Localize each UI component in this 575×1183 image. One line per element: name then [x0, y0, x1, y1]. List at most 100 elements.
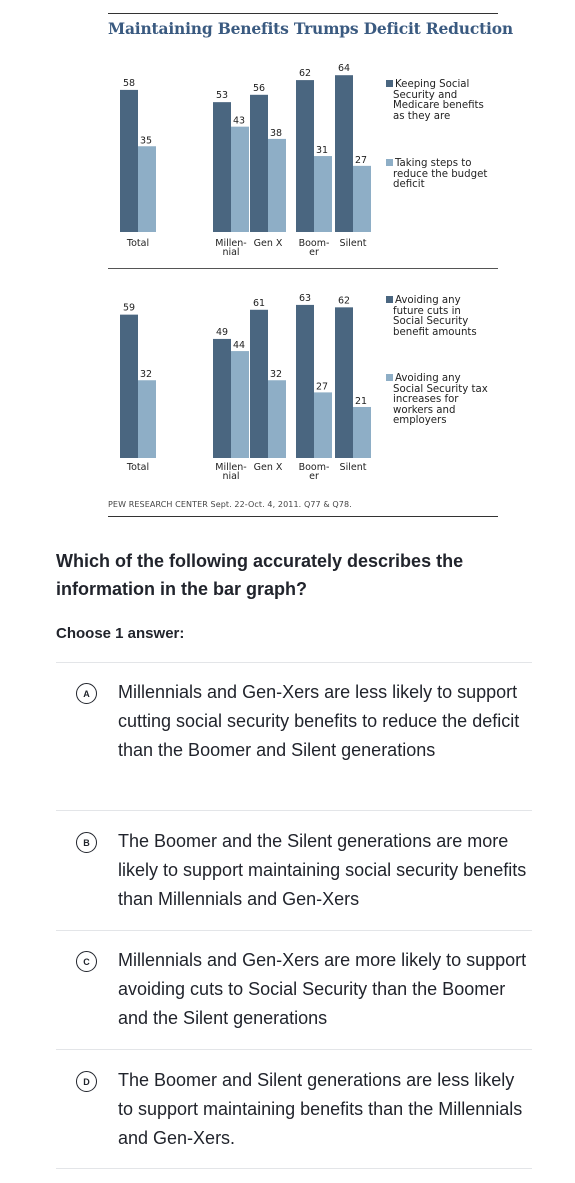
legend-line: Avoiding any [386, 295, 488, 307]
legend-line: employers [386, 415, 488, 427]
legend-swatch [386, 374, 393, 381]
option-a-letter: A [76, 683, 97, 704]
legend-line: Social Security tax [386, 384, 488, 396]
legend-line: Security and [386, 89, 487, 102]
bar-light [231, 351, 249, 458]
bar-graph-figure: Maintaining Benefits Trumps Deficit Redu… [0, 0, 575, 520]
option-c-letter: C [76, 951, 97, 972]
option-divider [56, 810, 532, 811]
bar-light [353, 165, 371, 232]
option-c-text: Millennials and Gen-Xers are more likely… [118, 950, 527, 1028]
option-b[interactable]: B The Boomer and the Silent generations … [56, 811, 532, 930]
legend-line: reduce the budget [386, 168, 488, 181]
bar-dark [213, 338, 231, 458]
bar-dark [120, 314, 138, 458]
bar-light [268, 138, 286, 232]
data-label: 62 [299, 68, 311, 79]
legend-entry: Avoiding any future cuts in Social Securit… [386, 295, 488, 339]
data-label: 58 [123, 78, 135, 89]
legend-text: future cuts in [393, 305, 461, 317]
option-a[interactable]: A Millennials and Gen-Xers are less like… [56, 663, 532, 810]
data-label: 27 [355, 155, 367, 166]
legend-text: benefit amounts [393, 326, 477, 338]
legend-text: employers [393, 415, 447, 426]
legend-text: Security and [393, 89, 458, 101]
option-divider [56, 1049, 532, 1050]
data-label: 63 [299, 293, 311, 304]
option-b-text: The Boomer and the Silent generations ar… [118, 831, 527, 909]
bar-dark [335, 75, 353, 232]
option-b-letter: B [76, 832, 97, 853]
figure-source: PEW RESEARCH CENTER Sept. 22-Oct. 4, 201… [108, 500, 352, 509]
category-label: Total [126, 462, 149, 473]
option-d-letter: D [76, 1071, 97, 1092]
option-c[interactable]: C Millennials and Gen-Xers are more like… [56, 931, 532, 1049]
data-label: 53 [216, 90, 228, 101]
legend-entry: Taking steps to reduce the budget deficit [386, 158, 488, 191]
bar-charts: 58 35 Total 53 43 Millen-nial 56 38 Gen X 62 31 Boo… [120, 63, 371, 482]
category-label: Total [126, 238, 149, 249]
figure-top-rule [108, 13, 498, 14]
data-label: 38 [270, 128, 282, 139]
legend-line: Social Security [386, 316, 488, 328]
legend-line: Keeping Social [386, 79, 487, 91]
data-label: 21 [355, 396, 367, 407]
legend-top: Keeping Social Security and Medicare benef… [386, 79, 488, 191]
data-label: 62 [338, 295, 350, 306]
option-d-text: The Boomer and Silent generations are le… [118, 1070, 523, 1148]
legend-swatch [386, 80, 393, 87]
legend-swatch [386, 296, 393, 303]
legend-line: deficit [386, 179, 487, 191]
bar-light [314, 156, 332, 232]
figure-bottom-rule [108, 516, 498, 517]
legend-text: as they are [393, 110, 451, 122]
legend-line: future cuts in [386, 305, 488, 318]
data-label: 56 [253, 83, 265, 94]
data-label: 43 [233, 116, 245, 127]
data-label: 35 [140, 135, 152, 146]
legend-text: deficit [393, 179, 425, 190]
data-label: 32 [140, 369, 152, 380]
category-label: nial [222, 471, 239, 482]
category-label: Boom- [299, 462, 330, 473]
legend-entry: Keeping Social Security and Medicare benef… [386, 79, 487, 123]
bar-dark [335, 307, 353, 458]
category-label: Gen X [254, 462, 283, 473]
data-label: 64 [338, 63, 350, 74]
figure-title: Maintaining Benefits Trumps Deficit Redu… [108, 19, 513, 38]
legend-text: increases for [393, 394, 459, 405]
legend-line: workers and [386, 404, 488, 417]
legend-swatch [386, 159, 393, 166]
legend-text: reduce the budget [393, 168, 488, 180]
data-label: 61 [253, 298, 265, 309]
data-label: 44 [233, 340, 245, 351]
legend-text: Avoiding any [395, 295, 461, 306]
bar-light [353, 406, 371, 458]
choose-label: Choose 1 answer: [56, 625, 185, 642]
bar-dark [213, 102, 231, 233]
option-divider [56, 1168, 532, 1169]
category-label: Gen X [254, 238, 283, 249]
category-label: Boom- [299, 238, 330, 249]
legend-bottom: Avoiding any future cuts in Social Securit… [386, 295, 488, 427]
category-label: er [309, 471, 319, 482]
data-label: 59 [123, 303, 135, 314]
bar-light [314, 392, 332, 458]
legend-text: Keeping Social [395, 79, 470, 90]
figure-mid-rule [108, 268, 498, 269]
bar-dark [296, 80, 314, 232]
option-divider [56, 930, 532, 931]
option-a-text: Millennials and Gen-Xers are less likely… [118, 682, 520, 760]
bar-dark [250, 309, 268, 458]
data-label: 49 [216, 327, 228, 338]
legend-line: benefit amounts [386, 326, 488, 339]
question-text: Which of the following accurately descri… [56, 551, 464, 599]
category-label: Millen- [215, 238, 246, 249]
legend-line: as they are [386, 110, 487, 123]
bar-dark [296, 304, 314, 458]
option-divider [56, 662, 532, 663]
legend-text: Taking steps to [395, 158, 472, 169]
legend-text: workers and [393, 404, 456, 416]
bar-dark [120, 89, 138, 233]
option-d[interactable]: D The Boomer and Silent generations are … [56, 1050, 532, 1168]
